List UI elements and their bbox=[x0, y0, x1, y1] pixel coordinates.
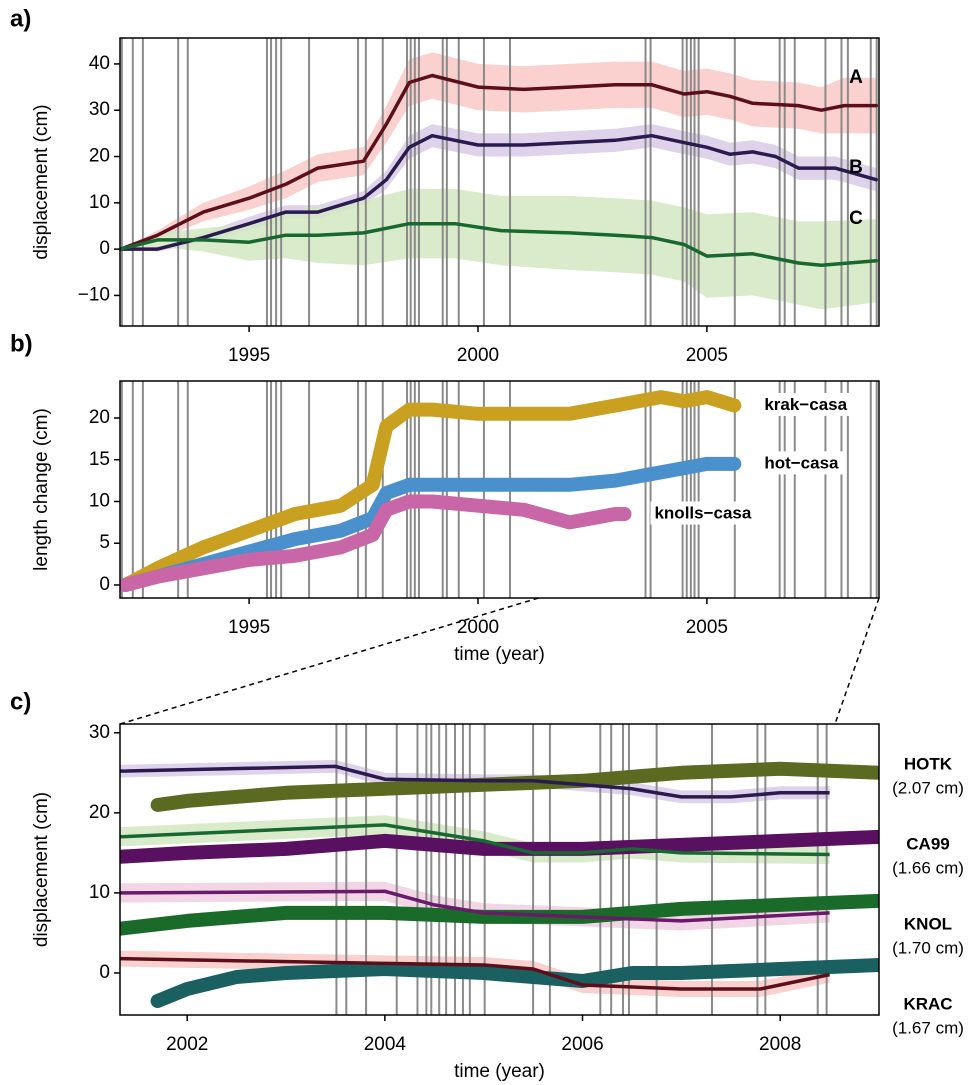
series-label: krak−casa bbox=[764, 395, 847, 414]
y-tick-label: 5 bbox=[99, 532, 110, 553]
x-tick-label: 1995 bbox=[228, 345, 270, 366]
series-label: knolls−casa bbox=[654, 503, 751, 522]
model-line bbox=[120, 764, 830, 799]
model-line bbox=[120, 823, 830, 857]
label-bg bbox=[760, 451, 844, 475]
x-tick-label: 2000 bbox=[457, 345, 499, 366]
y-tick-label: 20 bbox=[89, 802, 110, 823]
y-axis-label: length change (cm) bbox=[31, 408, 52, 571]
y-tick-label: 10 bbox=[89, 192, 110, 213]
series-dots bbox=[120, 494, 632, 592]
zoom-line bbox=[119, 597, 539, 725]
y-tick-label: 0 bbox=[99, 238, 110, 259]
series-line bbox=[120, 73, 879, 251]
series-label: C bbox=[849, 208, 863, 229]
x-tick-label: 2002 bbox=[166, 1034, 208, 1055]
plot-area bbox=[120, 381, 878, 598]
x-tick-label: 2000 bbox=[457, 617, 499, 638]
y-tick-label: 40 bbox=[89, 53, 110, 74]
x-tick-label: 2008 bbox=[759, 1034, 801, 1055]
plot-frame bbox=[119, 380, 880, 599]
zoom-line bbox=[834, 597, 880, 725]
y-axis-label: displacement (cm) bbox=[31, 104, 52, 259]
model-line bbox=[120, 956, 830, 991]
panel-label: a) bbox=[10, 5, 31, 32]
panel-label: c) bbox=[10, 688, 31, 715]
model-line bbox=[120, 889, 830, 923]
series-label: A bbox=[849, 67, 863, 88]
series-label: hot−casa bbox=[764, 453, 839, 472]
x-axis-label: time (year) bbox=[454, 1061, 545, 1082]
y-tick-label: 20 bbox=[89, 407, 110, 428]
y-tick-label: 30 bbox=[89, 99, 110, 120]
plot-area bbox=[120, 724, 879, 1015]
plot-frame bbox=[119, 37, 880, 327]
series-note: (1.70 cm) bbox=[892, 938, 964, 957]
series-label: B bbox=[849, 157, 863, 178]
y-tick-label: 20 bbox=[89, 146, 110, 167]
y-tick-label: −10 bbox=[78, 284, 110, 305]
plot-area bbox=[120, 38, 879, 326]
x-tick-label: 2005 bbox=[686, 345, 728, 366]
label-bg bbox=[760, 392, 852, 416]
x-tick-label: 1995 bbox=[228, 617, 270, 638]
series-line bbox=[120, 133, 879, 251]
panel: a) −10 0 10 20 30 40 1995 2000 2005 displacement (… bbox=[10, 5, 880, 366]
x-tick-label: 2006 bbox=[561, 1034, 603, 1055]
series-note: (1.66 cm) bbox=[892, 858, 964, 877]
y-tick-label: 0 bbox=[99, 962, 110, 983]
y-tick-label: 10 bbox=[89, 882, 110, 903]
series-label: HOTK bbox=[904, 754, 953, 773]
series-dots bbox=[120, 829, 879, 864]
x-axis-label: time (year) bbox=[454, 644, 545, 665]
y-tick-label: 30 bbox=[89, 722, 110, 743]
series-label: KRAC bbox=[903, 994, 952, 1013]
series-dots bbox=[120, 390, 742, 592]
series-dots bbox=[120, 893, 879, 936]
y-axis-label: displacement (cm) bbox=[31, 792, 52, 947]
series-line bbox=[120, 221, 879, 268]
label-bg bbox=[650, 501, 756, 525]
y-tick-label: 10 bbox=[89, 490, 110, 511]
x-tick-label: 2005 bbox=[686, 617, 728, 638]
series-dots bbox=[150, 958, 879, 1008]
series-label: KNOL bbox=[904, 914, 952, 933]
x-tick-label: 2004 bbox=[364, 1034, 407, 1055]
y-tick-label: 15 bbox=[89, 449, 110, 470]
plot-frame bbox=[119, 723, 880, 1016]
series-label: CA99 bbox=[906, 834, 949, 853]
panel-label: b) bbox=[10, 330, 33, 357]
panel: b) 0 5 10 15 20 1995 2000 2005 length change (cm)… bbox=[10, 330, 880, 665]
series-note: (2.07 cm) bbox=[892, 778, 964, 797]
y-tick-label: 0 bbox=[99, 574, 110, 595]
panel: c) 0 10 20 30 2002 2004 2006 2008 displacement (c… bbox=[10, 688, 964, 1082]
series-dots bbox=[150, 761, 879, 812]
series-note: (1.67 cm) bbox=[892, 1018, 964, 1037]
